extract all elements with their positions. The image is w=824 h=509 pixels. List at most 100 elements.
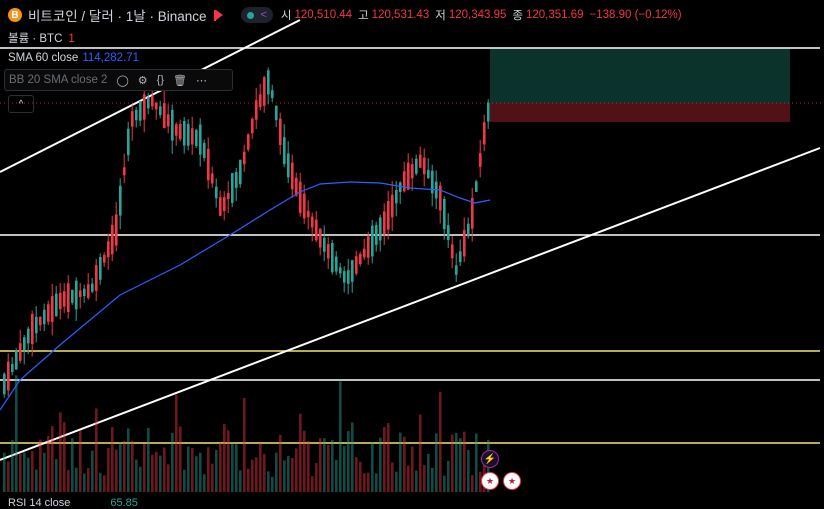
volume-bar — [427, 453, 430, 492]
volume-bar — [423, 465, 426, 492]
sma-line — [0, 181, 491, 411]
more-icon[interactable]: ⋯ — [195, 74, 207, 87]
volume-bar — [51, 426, 54, 492]
candle-body — [335, 256, 338, 272]
candle-body — [311, 216, 314, 228]
volume-bar — [343, 446, 346, 492]
candle-body — [195, 130, 198, 146]
position-stop-zone — [490, 103, 790, 122]
volume-bar — [339, 381, 342, 492]
collapse-legend-button[interactable]: ^ — [8, 95, 34, 113]
ohlc-values: 시 120,510.44 고 120,531.43 저 120,343.95 종 120… — [281, 7, 685, 23]
source-code-icon[interactable]: {} — [156, 74, 164, 86]
candle-body — [327, 243, 330, 259]
candle-body — [207, 148, 210, 181]
volume-bar — [399, 432, 402, 492]
delete-icon[interactable]: 🗑 — [173, 74, 187, 87]
volume-bar — [87, 467, 90, 492]
candle-body — [123, 167, 126, 176]
candle-body — [367, 236, 370, 258]
candle-body — [203, 143, 206, 158]
candle-body — [127, 128, 130, 156]
candle-body — [299, 181, 302, 214]
volume-bar — [119, 442, 122, 492]
volume-bar — [419, 414, 422, 492]
candle-body — [275, 105, 278, 121]
sma-legend[interactable]: SMA 60 close 114,282.71 — [8, 52, 139, 64]
candle-body — [423, 157, 426, 175]
candle-body — [31, 313, 34, 345]
volume-bar — [111, 427, 114, 492]
volume-bar — [279, 434, 282, 492]
candle-body — [39, 316, 42, 326]
volume-bar — [215, 449, 218, 492]
candle-body — [143, 94, 146, 120]
candle-body — [151, 96, 154, 107]
volume-bar — [75, 467, 78, 492]
rsi-label: RSI 14 close — [8, 497, 71, 509]
candle-body — [283, 137, 286, 164]
volume-bar — [331, 439, 334, 492]
candle-body — [23, 337, 26, 351]
bb-legend[interactable]: BB 20 SMA close 2 ◯ ⚙ {} 🗑 ⋯ — [4, 69, 233, 91]
candle-body — [471, 198, 474, 229]
lightning-event-icon[interactable]: ⚡ — [481, 450, 499, 468]
volume-bar — [239, 470, 242, 492]
position-target-zone — [490, 48, 790, 103]
market-status-pill[interactable]: < — [241, 7, 273, 23]
candle-body — [63, 291, 66, 307]
settings-icon[interactable]: ⚙ — [137, 74, 148, 87]
volume-bar — [247, 468, 250, 492]
high-value: 120,531.43 — [371, 9, 430, 21]
volume-bar — [143, 444, 146, 492]
share-icon: < — [260, 9, 267, 21]
volume-bar — [27, 457, 30, 492]
volume-bar — [67, 470, 70, 492]
volume-bar — [59, 412, 62, 492]
volume-bar — [39, 439, 42, 492]
volume-bar — [123, 441, 126, 492]
volume-bar — [391, 462, 394, 492]
volume-bar — [135, 459, 138, 492]
volume-bar — [199, 452, 202, 492]
volume-bar — [83, 473, 86, 492]
candle-body — [255, 100, 258, 120]
volume-bar — [311, 476, 314, 492]
candle-body — [103, 254, 106, 263]
market-open-dot-icon — [247, 11, 255, 19]
candle-body — [211, 173, 214, 184]
volume-bar — [159, 455, 162, 492]
volume-bar — [299, 413, 302, 492]
candle-body — [231, 173, 234, 203]
candle-body — [459, 251, 462, 263]
volume-legend[interactable]: 볼륨 · BTC 1 — [8, 30, 75, 46]
candle-body — [11, 364, 14, 372]
rsi-legend[interactable]: RSI 14 close 65.85 — [8, 497, 138, 509]
candle-body — [387, 200, 390, 230]
candle-body — [27, 328, 30, 344]
volume-bar — [19, 453, 22, 492]
volume-bar — [227, 430, 230, 492]
symbol-title[interactable]: 비트코인 / 달러 · 1날 · Binance — [28, 9, 207, 24]
volume-bar — [439, 391, 442, 492]
candle-body — [247, 134, 250, 150]
candle-body — [91, 283, 94, 292]
us-flag-event-icon[interactable]: ★ — [503, 472, 521, 490]
candle-body — [323, 237, 326, 252]
volume-bar — [127, 428, 130, 492]
candle-body — [55, 293, 58, 317]
us-flag-event-icon[interactable]: ★ — [481, 472, 499, 490]
candle-body — [287, 153, 290, 178]
candle-body — [487, 102, 490, 122]
candle-body — [3, 373, 6, 395]
hide-eye-icon[interactable]: ◯ — [116, 74, 129, 87]
candle-body — [463, 230, 466, 257]
volume-bar — [23, 452, 26, 492]
flag-icon[interactable] — [214, 10, 224, 21]
candle-body — [111, 224, 114, 255]
volume-bar — [155, 451, 158, 492]
volume-bar — [115, 449, 118, 492]
candle-body — [399, 182, 402, 193]
candle-body — [51, 296, 54, 322]
